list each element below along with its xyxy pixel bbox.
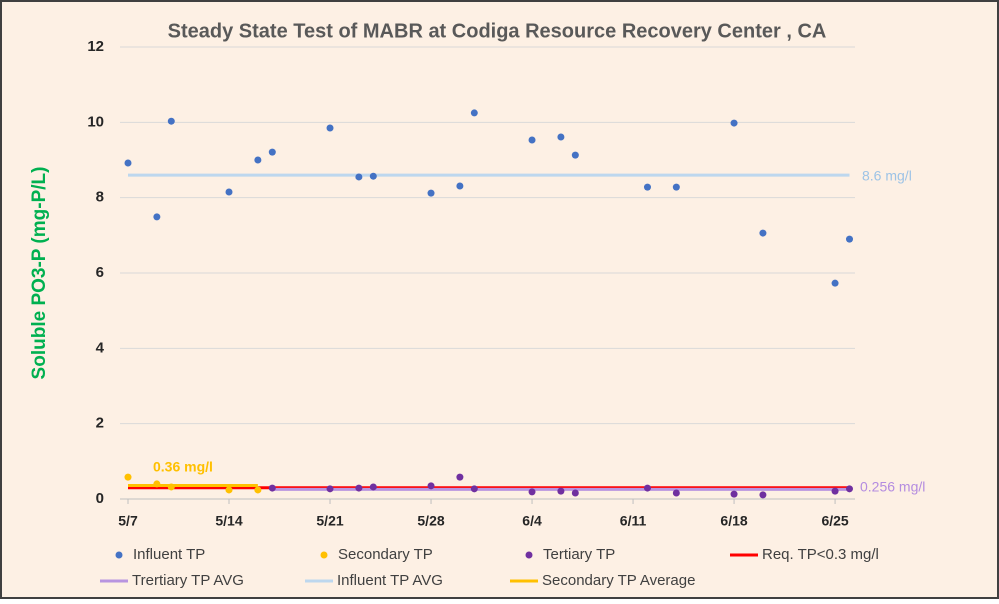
data-point <box>470 109 478 117</box>
y-tick-label: 4 <box>96 339 105 356</box>
data-point <box>730 490 738 498</box>
data-point <box>643 183 651 191</box>
data-point <box>268 484 276 492</box>
data-point <box>427 189 435 197</box>
legend-label: Influent TP AVG <box>337 572 443 589</box>
y-tick-label: 0 <box>96 490 104 507</box>
data-point <box>355 173 363 181</box>
y-axis-label: Soluble PO3-P (mg-P/L) <box>29 167 50 380</box>
annotation: 8.6 mg/l <box>862 168 912 184</box>
data-point <box>355 484 363 492</box>
x-tick-label: 6/25 <box>821 513 848 529</box>
data-point <box>369 172 377 180</box>
data-point <box>759 229 767 237</box>
data-point <box>153 213 161 221</box>
y-tick-label: 10 <box>87 113 104 130</box>
legend-label: Req. TP<0.3 mg/l <box>762 546 879 563</box>
data-point <box>124 159 132 167</box>
legend-label: Tertiary TP <box>543 546 615 563</box>
data-point <box>759 491 767 499</box>
legend-swatch <box>525 551 533 559</box>
data-point <box>571 489 579 497</box>
data-point <box>254 156 262 164</box>
x-tick-label: 5/28 <box>417 513 444 529</box>
data-point <box>831 279 839 287</box>
x-tick-label: 5/21 <box>316 513 343 529</box>
data-point <box>643 484 651 492</box>
data-point <box>528 136 536 144</box>
legend-swatch <box>320 551 328 559</box>
y-tick-label: 12 <box>87 38 104 55</box>
data-point <box>846 485 853 493</box>
data-point <box>326 485 334 493</box>
data-point <box>557 487 565 495</box>
annotation: 0.256 mg/l <box>860 479 925 495</box>
chart-title: Steady State Test of MABR at Codiga Reso… <box>168 20 827 42</box>
data-point <box>470 485 478 493</box>
legend-swatch <box>115 551 123 559</box>
data-point <box>571 151 579 159</box>
data-point <box>369 483 377 491</box>
data-point <box>153 480 161 488</box>
legend-label: Influent TP <box>133 546 205 563</box>
legend-label: Secondary TP <box>338 546 433 563</box>
data-point <box>846 235 853 243</box>
data-point <box>427 482 435 490</box>
data-point <box>225 486 233 494</box>
data-point <box>672 489 680 497</box>
data-point <box>730 119 738 127</box>
legend-label: Trertiary TP AVG <box>132 572 244 589</box>
data-point <box>124 473 132 481</box>
legend-label: Secondary TP Average <box>542 572 695 589</box>
data-point <box>167 117 175 125</box>
annotation: 0.36 mg/l <box>153 459 213 475</box>
x-tick-label: 6/4 <box>522 513 542 529</box>
data-point <box>456 182 464 190</box>
data-point <box>167 483 175 491</box>
x-tick-label: 6/18 <box>720 513 747 529</box>
x-tick-label: 6/11 <box>620 513 647 529</box>
data-point <box>831 487 839 495</box>
data-point <box>672 183 680 191</box>
data-point <box>268 148 276 156</box>
y-tick-label: 6 <box>96 264 104 281</box>
data-point <box>254 486 262 494</box>
y-tick-label: 2 <box>96 415 104 432</box>
data-point <box>225 188 233 196</box>
x-tick-label: 5/14 <box>215 513 242 529</box>
x-tick-label: 5/7 <box>118 513 138 529</box>
data-point <box>557 133 565 141</box>
y-tick-label: 8 <box>96 189 104 206</box>
data-point <box>528 488 536 496</box>
data-point <box>326 124 334 132</box>
data-point <box>456 473 464 481</box>
